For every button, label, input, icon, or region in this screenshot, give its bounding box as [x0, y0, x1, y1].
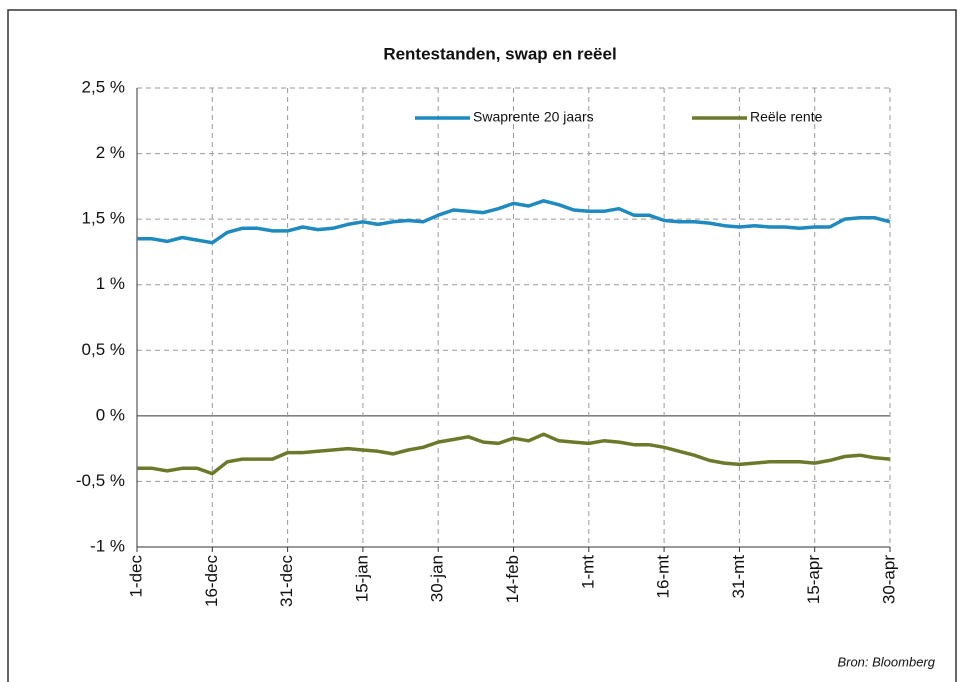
y-tick-label: 1,5 % — [82, 209, 125, 228]
legend-label: Swaprente 20 jaars — [473, 109, 594, 125]
source-note: Bron: Bloomberg — [837, 654, 935, 669]
legend-label: Reële rente — [750, 109, 823, 125]
x-tick-label: 16-mt — [654, 555, 673, 599]
x-tick-label: 16-dec — [202, 555, 221, 607]
y-tick-label: 2 % — [96, 143, 125, 162]
x-tick-label: 30-jan — [428, 555, 447, 602]
x-tick-label: 1-dec — [126, 555, 145, 598]
chart-title: Rentestanden, swap en reëel — [383, 44, 616, 63]
line-series — [137, 199, 891, 245]
line-series — [137, 432, 891, 476]
y-tick-label: -1 % — [90, 536, 125, 555]
y-tick-label: 0,5 % — [82, 340, 125, 359]
y-tick-label: 1 % — [96, 274, 125, 293]
x-tick-label: 1-mt — [578, 555, 597, 589]
x-tick-label: 15-apr — [804, 555, 823, 604]
x-tick-label: 14-feb — [503, 555, 522, 603]
x-tick-label: 15-jan — [352, 555, 371, 602]
x-tick-label: 31-dec — [277, 555, 296, 607]
x-tick-label: 30-apr — [879, 555, 898, 604]
frame — [7, 9, 957, 682]
y-tick-label: -0,5 % — [76, 471, 125, 490]
x-tick-label: 31-mt — [729, 555, 748, 599]
y-tick-label: 0 % — [96, 405, 125, 424]
y-tick-label: 2,5 % — [82, 77, 125, 96]
